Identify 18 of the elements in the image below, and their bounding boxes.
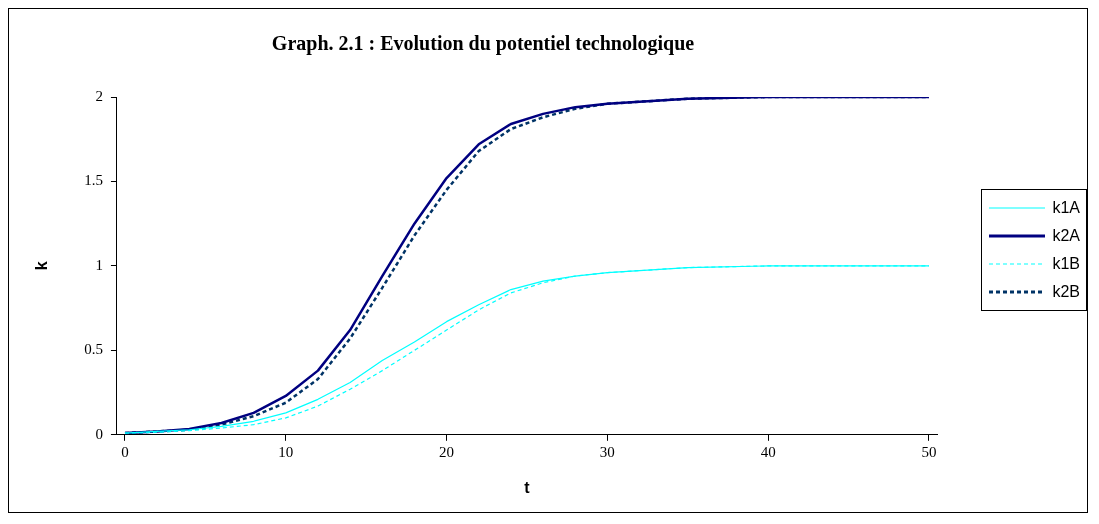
y-tick-label: 1 xyxy=(95,256,103,273)
x-tick-label: 40 xyxy=(760,443,776,460)
y-tick-label: 2 xyxy=(95,87,103,104)
x-axis-title: t xyxy=(524,478,531,496)
y-tick-label: 1.5 xyxy=(84,172,103,189)
legend-label: k1A xyxy=(1052,199,1080,217)
x-tick-label: 10 xyxy=(278,443,294,460)
legend-label: k2B xyxy=(1052,283,1080,301)
legend-label: k1B xyxy=(1052,255,1080,273)
legend-label: k2A xyxy=(1052,227,1080,245)
x-tick-label: 0 xyxy=(121,443,129,460)
y-axis-title: k xyxy=(33,261,51,271)
x-tick-label: 50 xyxy=(921,443,937,460)
x-tick-label: 30 xyxy=(599,443,615,460)
y-tick-label: 0 xyxy=(95,425,103,442)
x-tick-label: 20 xyxy=(439,443,455,460)
y-tick-label: 0.5 xyxy=(84,341,103,358)
chart-title: Graph. 2.1 : Evolution du potentiel technologique xyxy=(271,32,695,56)
